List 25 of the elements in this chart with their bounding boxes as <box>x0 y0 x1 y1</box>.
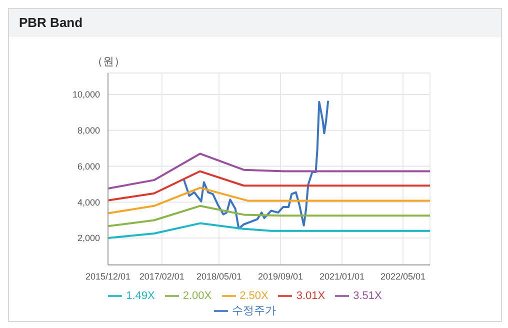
legend-label: 3.01X <box>296 290 326 302</box>
line-series <box>108 204 430 228</box>
line-series <box>108 222 430 240</box>
line-series <box>108 186 430 214</box>
x-tick-label: 2015/12/01 <box>85 271 131 282</box>
legend-label: 3.51X <box>353 290 382 302</box>
y-tick-label: 8,000 <box>77 126 100 136</box>
line-series <box>108 152 430 190</box>
x-tick-label: 2018/05/01 <box>196 271 242 282</box>
x-tick-label: 2021/01/01 <box>319 271 364 282</box>
legend-label: 1.49X <box>126 290 155 302</box>
line-series <box>108 170 430 202</box>
y-axis-title: （원） <box>92 55 125 69</box>
y-tick-label: 4,000 <box>77 197 100 208</box>
legend-label: 수정주가 <box>232 304 276 317</box>
x-tick-label: 2019/09/01 <box>258 271 304 282</box>
legend-label: 2.50X <box>240 290 268 302</box>
chart-title: PBR Band <box>9 9 501 37</box>
y-tick-label: 10,000 <box>72 90 100 100</box>
x-tick-label: 2017/02/01 <box>139 271 184 282</box>
line-series <box>182 100 330 230</box>
y-tick-label: 6,000 <box>77 161 100 172</box>
y-tick-label: 2,000 <box>77 233 100 244</box>
x-tick-label: 2022/05/01 <box>380 271 426 282</box>
legend-label: 2.00X <box>182 290 212 302</box>
